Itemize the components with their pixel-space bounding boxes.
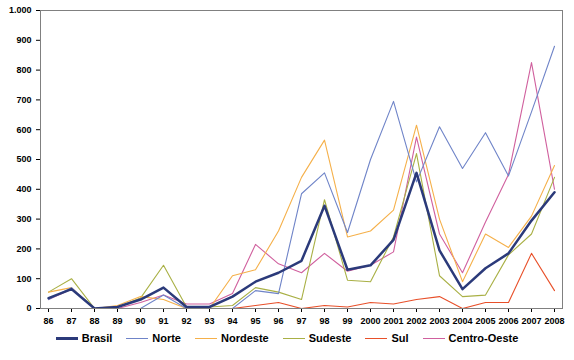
- svg-text:2005: 2005: [475, 316, 495, 326]
- svg-text:800: 800: [16, 65, 31, 75]
- svg-text:93: 93: [204, 316, 214, 326]
- svg-text:100: 100: [16, 274, 31, 284]
- svg-text:97: 97: [296, 316, 306, 326]
- svg-text:1.000: 1.000: [9, 5, 32, 15]
- svg-text:2003: 2003: [429, 316, 449, 326]
- svg-text:95: 95: [250, 316, 260, 326]
- svg-text:86: 86: [43, 316, 53, 326]
- svg-text:96: 96: [273, 316, 283, 326]
- svg-text:2002: 2002: [406, 316, 426, 326]
- svg-text:89: 89: [112, 316, 122, 326]
- svg-text:87: 87: [66, 316, 76, 326]
- svg-text:98: 98: [319, 316, 329, 326]
- svg-text:700: 700: [16, 95, 31, 105]
- svg-text:94: 94: [227, 316, 237, 326]
- svg-text:600: 600: [16, 125, 31, 135]
- html-text:Nordeste: Nordeste: [221, 332, 269, 344]
- html-text:Norte: Norte: [152, 332, 181, 344]
- svg-text:2000: 2000: [360, 316, 380, 326]
- svg-text:2008: 2008: [544, 316, 564, 326]
- html-text:Sudeste: Sudeste: [308, 332, 352, 344]
- html-text:Centro-Oeste: Centro-Oeste: [448, 332, 519, 344]
- svg-text:2006: 2006: [498, 316, 518, 326]
- svg-text:90: 90: [135, 316, 145, 326]
- html-text:Sul: Sul: [391, 332, 409, 344]
- svg-text:91: 91: [158, 316, 168, 326]
- svg-text:2007: 2007: [521, 316, 541, 326]
- svg-text:400: 400: [16, 184, 31, 194]
- svg-text:300: 300: [16, 214, 31, 224]
- svg-text:92: 92: [181, 316, 191, 326]
- svg-text:500: 500: [16, 154, 31, 164]
- svg-text:99: 99: [342, 316, 352, 326]
- svg-text:0: 0: [26, 303, 31, 313]
- svg-text:88: 88: [89, 316, 99, 326]
- svg-text:2004: 2004: [452, 316, 472, 326]
- svg-text:900: 900: [16, 35, 31, 45]
- svg-text:2001: 2001: [383, 316, 403, 326]
- svg-text:200: 200: [16, 244, 31, 254]
- html-text:Brasil: Brasil: [81, 332, 113, 344]
